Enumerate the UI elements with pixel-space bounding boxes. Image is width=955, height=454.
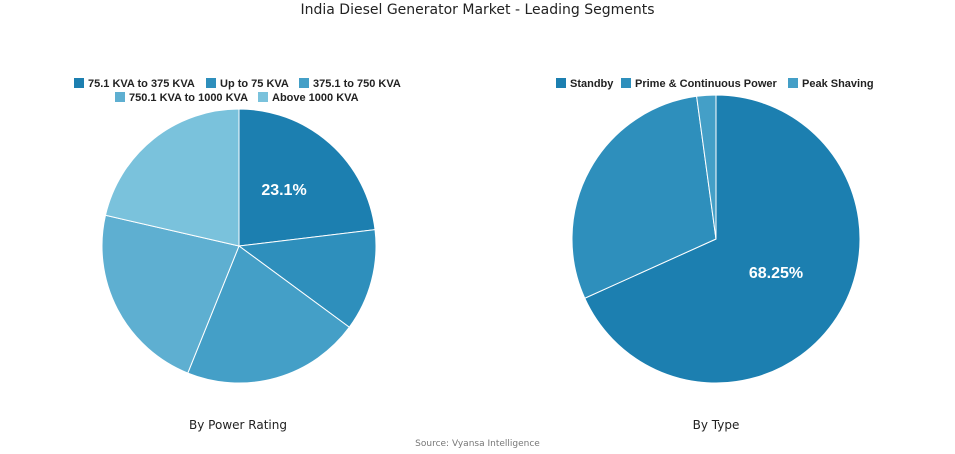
pie-caption-type: By Type bbox=[692, 418, 740, 432]
pie-slice-75-1-kva-to-375-kva bbox=[238, 108, 376, 247]
legend-swatch bbox=[621, 78, 631, 88]
legend-label: Above 1000 KVA bbox=[272, 92, 359, 104]
source-note: Source: Vyansa Intelligence bbox=[415, 439, 540, 449]
legend-swatch bbox=[299, 78, 309, 88]
legend-swatch bbox=[115, 92, 125, 102]
pie-slice-standby bbox=[584, 94, 861, 384]
pie-slice-prime-continuous-power bbox=[571, 95, 717, 299]
legend-label: Up to 75 KVA bbox=[220, 78, 289, 90]
chart-title: India Diesel Generator Market - Leading … bbox=[300, 2, 655, 18]
legend-label: 75.1 KVA to 375 KVA bbox=[88, 78, 195, 90]
legend-swatch bbox=[206, 78, 216, 88]
legend-swatch bbox=[258, 92, 268, 102]
pie-slice-375-1-to-750-kva bbox=[187, 245, 351, 384]
pie-slice-above-1000-kva bbox=[104, 108, 240, 247]
legend-label: Peak Shaving bbox=[802, 78, 874, 90]
legend-swatch bbox=[74, 78, 84, 88]
legend-swatch bbox=[788, 78, 798, 88]
pie-caption-power-rating: By Power Rating bbox=[189, 418, 287, 432]
pie-slice-750-1-kva-to-1000-kva bbox=[101, 214, 240, 374]
legend-label: Prime & Continuous Power bbox=[635, 78, 778, 90]
legend-label: 750.1 KVA to 1000 KVA bbox=[129, 92, 248, 104]
legend-label: 375.1 to 750 KVA bbox=[313, 78, 401, 90]
pie-slice-peak-shaving bbox=[696, 94, 717, 240]
pie-slice-up-to-75-kva bbox=[237, 229, 377, 328]
legend-label: Standby bbox=[570, 78, 614, 90]
legend-swatch bbox=[556, 78, 566, 88]
pie-data-label: 23.1% bbox=[261, 182, 306, 199]
pie-data-label: 68.25% bbox=[749, 265, 803, 282]
